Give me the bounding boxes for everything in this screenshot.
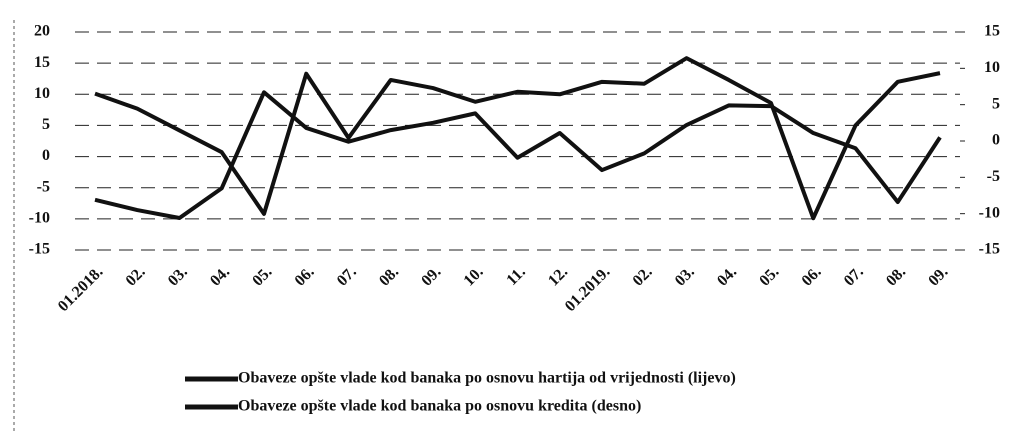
series-line (94, 90, 942, 221)
x-tick-label: 07. (841, 263, 867, 289)
y-tick-label: 0 (42, 147, 50, 164)
x-tick-label: 02. (123, 263, 149, 289)
x-tick-label: 09. (418, 263, 444, 289)
y2-tick-label: -10 (979, 204, 1000, 221)
x-tick-label: 08. (376, 263, 402, 289)
x-tick-label: 01.2019. (562, 263, 614, 315)
x-tick-label: 08. (883, 263, 909, 289)
x-tick-label: 06. (292, 263, 318, 289)
x-tick-label: 11. (503, 263, 529, 289)
y-tick-label: 5 (42, 116, 50, 133)
x-tick-label: 04. (207, 263, 233, 289)
x-tick-label: 05. (249, 263, 275, 289)
legend-label: Obaveze opšte vlade kod banaka po osnovu… (238, 398, 641, 415)
x-tick-label: 04. (714, 263, 740, 289)
y2-tick-label: -5 (987, 168, 1000, 185)
x-tick-label: 02. (630, 263, 656, 289)
y2-tick-label: 10 (984, 59, 1000, 76)
y-tick-label: 10 (34, 85, 50, 102)
y2-tick-label: 0 (992, 132, 1000, 149)
y-tick-label: -10 (29, 210, 50, 227)
y-tick-label: -5 (37, 178, 50, 195)
x-tick-label: 01.2018. (55, 263, 107, 315)
y-tick-label: 20 (34, 23, 50, 40)
x-tick-label: 03. (672, 263, 698, 289)
x-tick-label: 05. (756, 263, 782, 289)
y-tick-label: -15 (29, 241, 50, 258)
x-tick-label: 03. (165, 263, 191, 289)
x-tick-label: 06. (799, 263, 825, 289)
x-tick-label: 10. (461, 263, 487, 289)
x-tick-label: 07. (334, 263, 360, 289)
y2-tick-label: 15 (984, 23, 1000, 40)
x-tick-label: 09. (925, 263, 951, 289)
x-tick-label: 12. (545, 263, 571, 289)
series-line (94, 56, 941, 221)
y2-tick-label: -15 (979, 241, 1000, 258)
legend-label: Obaveze opšte vlade kod banaka po osnovu… (238, 370, 736, 387)
y2-tick-label: 5 (992, 95, 1000, 112)
y-tick-label: 15 (34, 54, 50, 71)
